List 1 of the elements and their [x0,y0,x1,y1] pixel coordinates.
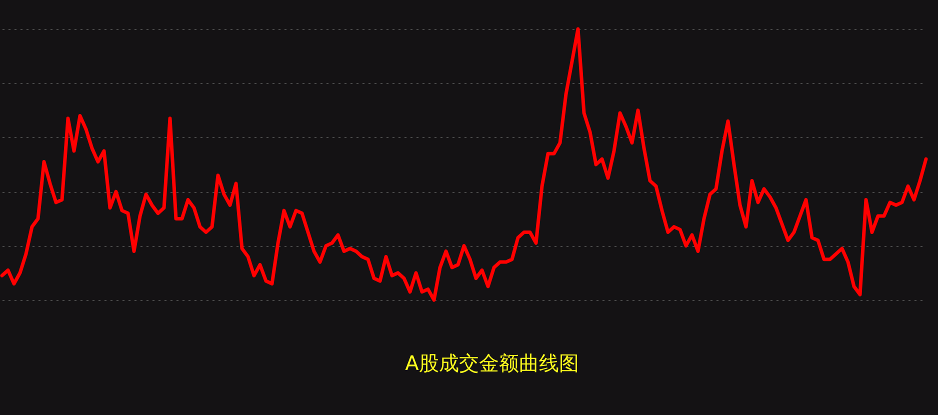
text: A股成交金额曲线图 [405,350,579,375]
